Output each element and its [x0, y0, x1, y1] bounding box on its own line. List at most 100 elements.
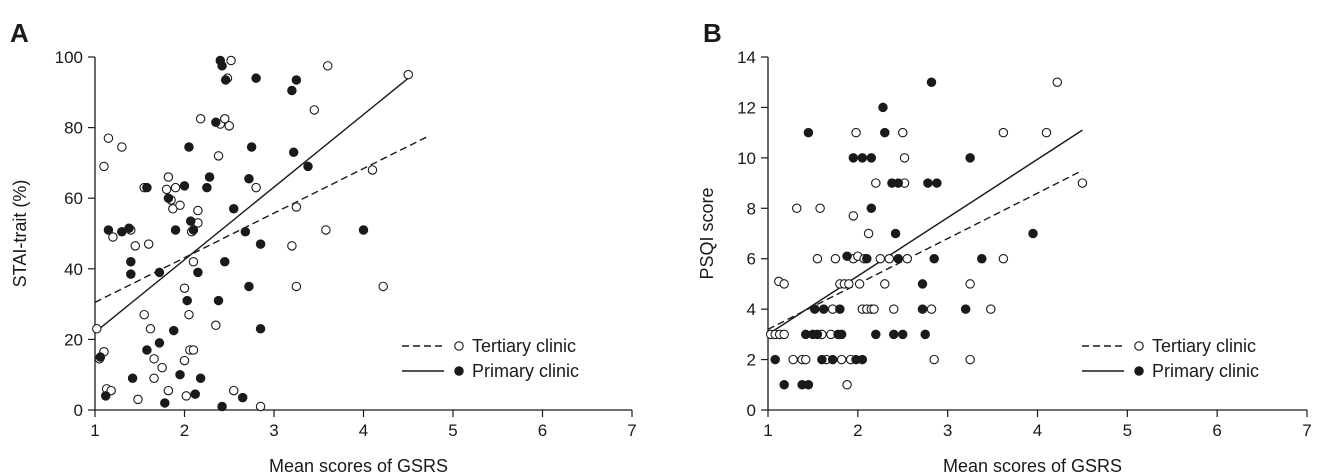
data-point-primary	[770, 354, 780, 365]
data-point-primary	[827, 354, 838, 365]
data-point-tertiary	[92, 324, 102, 334]
data-point-primary	[878, 102, 888, 113]
data-point-primary	[809, 304, 820, 314]
data-point-tertiary	[1077, 178, 1088, 188]
panel-label: B	[703, 18, 722, 48]
data-point-tertiary	[195, 114, 206, 124]
data-point-tertiary	[149, 354, 159, 364]
data-point-primary	[170, 225, 181, 235]
data-point-tertiary	[779, 279, 789, 289]
data-point-primary	[923, 178, 933, 188]
data-point-primary	[217, 61, 227, 71]
data-point-tertiary	[220, 114, 230, 124]
x-tick-label: 6	[538, 421, 547, 440]
x-tick-label: 1	[763, 421, 772, 440]
data-point-tertiary	[899, 153, 910, 163]
data-point-primary	[287, 85, 297, 96]
data-point-primary	[163, 193, 174, 203]
y-tick-label: 100	[55, 48, 83, 67]
data-point-tertiary	[889, 304, 899, 314]
data-point-primary	[237, 392, 248, 403]
data-point-primary	[1028, 228, 1038, 239]
data-point-primary	[193, 267, 203, 278]
data-point-primary	[842, 251, 852, 261]
data-point-tertiary	[287, 241, 297, 251]
data-point-primary	[897, 329, 908, 340]
data-point-tertiary	[188, 345, 199, 355]
data-point-tertiary	[965, 279, 975, 289]
data-point-tertiary	[193, 205, 203, 216]
data-point-tertiary	[800, 354, 811, 365]
data-point-primary	[244, 174, 254, 184]
data-point-tertiary	[163, 172, 174, 182]
x-tick-label: 4	[359, 421, 368, 440]
panel-label: A	[10, 18, 29, 48]
data-point-primary	[857, 153, 868, 163]
legend-marker	[454, 366, 464, 376]
data-point-primary	[244, 281, 254, 292]
data-point-primary	[812, 329, 823, 340]
data-point-primary	[190, 389, 200, 399]
data-point-primary	[303, 161, 313, 172]
x-tick-label: 2	[180, 421, 189, 440]
data-point-tertiary	[848, 211, 859, 221]
legend-label: Tertiary clinic	[472, 336, 576, 356]
data-point-tertiary	[309, 105, 320, 115]
data-point-primary	[202, 182, 212, 193]
data-point-tertiary	[179, 355, 190, 366]
data-point-primary	[965, 153, 975, 163]
data-point-tertiary	[224, 121, 235, 131]
data-point-primary	[926, 77, 937, 87]
data-point-tertiary	[291, 281, 302, 292]
data-point-primary	[246, 142, 257, 152]
data-point-primary	[862, 253, 872, 264]
data-point-primary	[124, 223, 134, 233]
y-tick-label: 60	[64, 189, 83, 208]
data-point-tertiary	[871, 178, 881, 188]
data-point-tertiary	[133, 394, 143, 405]
data-point-tertiary	[403, 69, 413, 80]
data-point-tertiary	[926, 304, 937, 314]
data-point-tertiary	[902, 253, 912, 264]
y-tick-label: 8	[747, 199, 756, 218]
data-point-tertiary	[108, 232, 118, 242]
data-point-primary	[871, 329, 881, 340]
y-tick-label: 2	[747, 351, 756, 370]
legend-marker	[454, 341, 464, 351]
data-point-primary	[848, 153, 859, 163]
fit-line-primary	[94, 77, 409, 333]
data-point-tertiary	[863, 228, 874, 239]
data-point-primary	[186, 216, 196, 226]
data-point-primary	[179, 181, 190, 191]
legend-marker	[1134, 366, 1144, 376]
data-point-tertiary	[228, 385, 239, 396]
data-point-tertiary	[179, 283, 190, 293]
data-point-primary	[126, 256, 136, 267]
data-point-primary	[127, 373, 138, 383]
y-tick-label: 80	[64, 119, 83, 138]
y-tick-label: 12	[737, 98, 756, 117]
data-point-tertiary	[130, 241, 141, 251]
legend-label: Tertiary clinic	[1152, 336, 1256, 356]
data-point-primary	[835, 304, 845, 314]
data-point-tertiary	[170, 182, 181, 193]
y-axis-label: STAI-trait (%)	[10, 180, 30, 288]
data-point-tertiary	[779, 329, 789, 340]
data-point-tertiary	[929, 354, 939, 365]
y-axis-label: PSQI score	[697, 187, 717, 279]
fit-line-tertiary	[94, 135, 429, 303]
data-point-primary	[255, 324, 266, 334]
data-point-primary	[960, 304, 971, 314]
y-tick-label: 40	[64, 260, 83, 279]
y-tick-label: 20	[64, 330, 83, 349]
data-point-tertiary	[875, 253, 886, 264]
data-point-primary	[893, 178, 904, 188]
data-point-tertiary	[378, 281, 388, 292]
data-point-primary	[175, 369, 185, 380]
data-point-primary	[929, 253, 939, 264]
data-point-primary	[779, 380, 789, 390]
data-point-primary	[893, 253, 904, 264]
data-point-tertiary	[99, 161, 109, 172]
data-point-primary	[291, 75, 302, 85]
data-point-tertiary	[163, 385, 174, 396]
